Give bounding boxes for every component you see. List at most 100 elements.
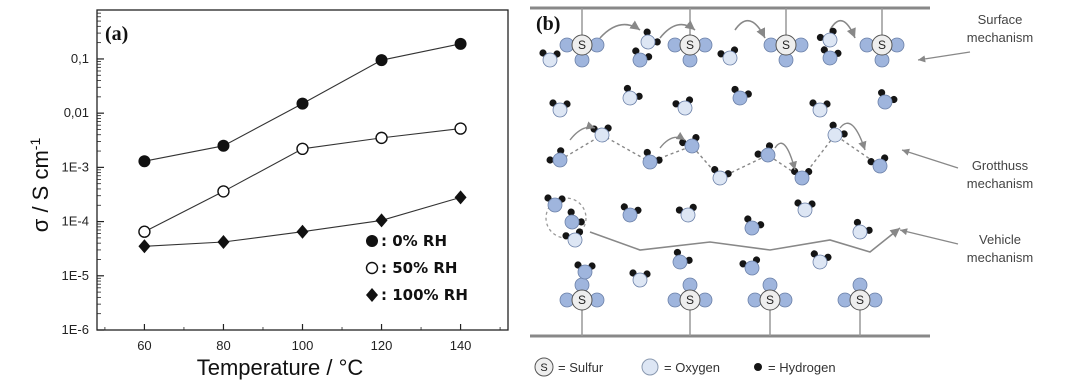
grotthuss-water xyxy=(642,148,663,170)
oxygen-atom xyxy=(564,214,580,230)
grotthuss-water xyxy=(546,147,568,168)
oxygen-atom xyxy=(547,197,563,213)
oxygen-atom xyxy=(632,52,648,68)
surface-hop-arrow xyxy=(734,20,766,39)
oxygen-atom xyxy=(632,272,648,288)
oxygen-atom xyxy=(852,224,868,240)
key-oxygen-label: = Oxygen xyxy=(664,360,720,375)
hydrogen-atom xyxy=(744,215,752,223)
legend-label: : 50% RH xyxy=(381,259,457,277)
surface-hop-arrow xyxy=(599,20,641,39)
lower-water xyxy=(672,248,693,270)
data-point-50rh xyxy=(375,131,388,145)
x-tick-label: 100 xyxy=(292,338,314,353)
oxygen-atom xyxy=(827,127,843,143)
hydrogen-atom xyxy=(675,206,684,214)
hydrogen-atom xyxy=(867,158,875,166)
y-tick-label: 1E-5 xyxy=(62,268,89,283)
oxygen-atom xyxy=(684,138,700,154)
vehicle-path-arrow xyxy=(589,227,901,253)
sulfur-letter: S xyxy=(766,293,774,307)
grotthuss-water xyxy=(754,142,776,163)
key-hydrogen-label: = Hydrogen xyxy=(768,360,836,375)
free-water xyxy=(672,96,694,116)
free-water xyxy=(809,99,831,118)
sulfur-atom xyxy=(849,289,871,311)
hydrogen-atom xyxy=(577,218,585,226)
top-sulfonate-group: S xyxy=(859,8,905,68)
top-sulfonate-group: S xyxy=(667,8,713,68)
oxygen-atom xyxy=(722,50,738,66)
surface-water xyxy=(820,46,842,66)
hydrogen-atom xyxy=(546,156,554,164)
bottom-sulfonate-group: S xyxy=(747,277,793,336)
grotthuss-water xyxy=(827,121,848,143)
vehicle-water xyxy=(562,228,584,248)
data-point-0rh xyxy=(375,54,388,67)
y-axis-title: σ / S cm-1 xyxy=(27,138,53,233)
data-point-50rh xyxy=(217,185,230,198)
legend-label: : 0% RH xyxy=(381,232,447,250)
vehicle-water xyxy=(544,194,566,213)
hydrogen-atom xyxy=(653,38,661,46)
hydrogen-atom xyxy=(810,250,818,258)
y-tick-label: 1E-3 xyxy=(62,159,89,174)
key-hydrogen-symbol xyxy=(754,363,762,371)
oxygen-atom xyxy=(794,170,810,186)
lower-water xyxy=(629,269,651,288)
oxygen-atom xyxy=(622,207,638,223)
hydrogen-atom xyxy=(731,85,739,94)
vehicle-label-line2: mechanism xyxy=(967,250,1033,265)
y-tick-label: 1E-6 xyxy=(62,322,89,337)
surface-water xyxy=(632,47,653,68)
oxygen-atom xyxy=(640,34,656,50)
top-sulfonate-group: S xyxy=(763,8,809,68)
hydrogen-atom xyxy=(623,84,632,93)
hydrogen-atom xyxy=(739,260,747,268)
vehicle-water xyxy=(675,203,697,223)
grotthuss-chain xyxy=(559,134,881,179)
oxygen-atom xyxy=(622,90,638,106)
data-point-100rh xyxy=(138,239,151,254)
legend-marker xyxy=(366,288,378,302)
oxygen-atom xyxy=(577,264,593,280)
oxygen-atom xyxy=(642,154,658,170)
sulfur-letter: S xyxy=(578,293,586,307)
hydrogen-atom xyxy=(562,232,570,240)
grotthuss-hop-arrow xyxy=(839,122,867,151)
sulfur-letter: S xyxy=(878,38,886,52)
lower-water xyxy=(739,256,761,276)
free-water xyxy=(549,99,571,118)
key-oxygen-symbol xyxy=(641,358,659,376)
diagram-key: S = Sulfur = Oxygen = Hydrogen xyxy=(534,357,836,377)
free-water xyxy=(731,85,752,106)
sulfur-atom xyxy=(775,34,797,56)
oxygen-atom xyxy=(552,102,568,118)
sulfur-letter: S xyxy=(686,38,694,52)
sulfur-atom xyxy=(759,289,781,311)
grotthuss-hop-arrow xyxy=(659,131,686,149)
sulfur-atom xyxy=(571,289,593,311)
data-point-0rh xyxy=(454,37,467,50)
vehicle-water xyxy=(794,199,816,218)
oxygen-atom xyxy=(712,170,728,186)
hydrogen-atom xyxy=(557,147,565,155)
hydrogen-atom xyxy=(878,89,886,97)
oxygen-atom xyxy=(594,127,610,143)
surface-water xyxy=(816,27,838,48)
oxygen-atom xyxy=(877,94,893,110)
sulfur-letter: S xyxy=(686,293,694,307)
key-sulfur-symbol xyxy=(534,357,554,377)
sulfur-atom xyxy=(871,34,893,56)
sulfur-atom xyxy=(679,34,701,56)
hydrogen-atom xyxy=(754,150,762,158)
surface-hop-arrow xyxy=(659,20,696,39)
grotthuss-water xyxy=(867,154,889,174)
grotthuss-hop-arrow xyxy=(774,142,797,171)
grotthuss-hop-arrow xyxy=(569,121,596,141)
y-axis-title-main: σ / S cm xyxy=(28,150,53,232)
vehicle-water xyxy=(744,215,765,236)
chart-panel-label: (a) xyxy=(105,23,128,45)
oxygen-atom xyxy=(680,207,696,223)
oxygen-atom xyxy=(872,158,888,174)
